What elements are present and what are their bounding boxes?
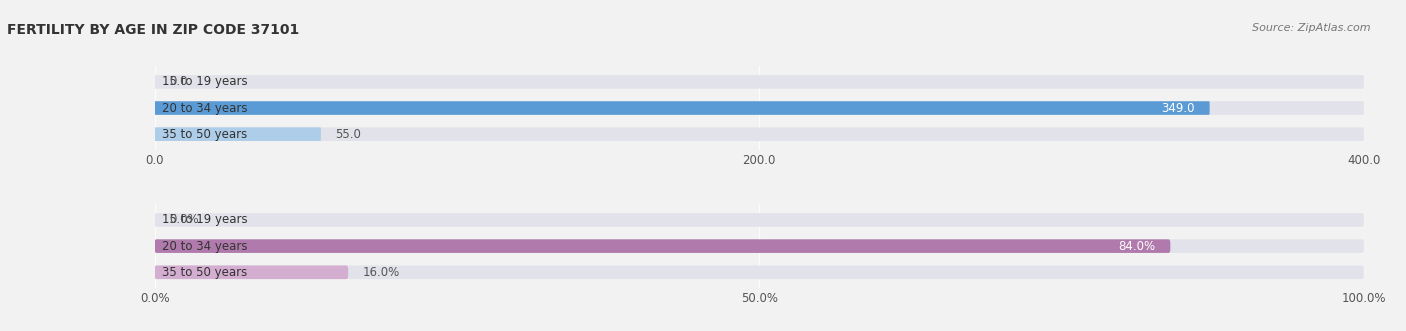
FancyBboxPatch shape	[155, 265, 1364, 279]
FancyBboxPatch shape	[155, 265, 349, 279]
Text: 16.0%: 16.0%	[363, 266, 399, 279]
Text: Source: ZipAtlas.com: Source: ZipAtlas.com	[1253, 23, 1371, 33]
FancyBboxPatch shape	[155, 75, 1364, 89]
Text: 349.0: 349.0	[1161, 102, 1195, 115]
FancyBboxPatch shape	[155, 239, 1364, 253]
Text: 0.0%: 0.0%	[169, 213, 198, 226]
Text: 0.0: 0.0	[169, 75, 187, 88]
Text: 15 to 19 years: 15 to 19 years	[162, 213, 247, 226]
FancyBboxPatch shape	[155, 127, 321, 141]
FancyBboxPatch shape	[155, 101, 1364, 115]
Text: 84.0%: 84.0%	[1119, 240, 1156, 253]
Text: 20 to 34 years: 20 to 34 years	[162, 102, 247, 115]
FancyBboxPatch shape	[155, 239, 1170, 253]
Text: 55.0: 55.0	[336, 128, 361, 141]
Text: 35 to 50 years: 35 to 50 years	[162, 266, 247, 279]
Text: FERTILITY BY AGE IN ZIP CODE 37101: FERTILITY BY AGE IN ZIP CODE 37101	[7, 23, 299, 37]
Text: 15 to 19 years: 15 to 19 years	[162, 75, 247, 88]
FancyBboxPatch shape	[155, 213, 1364, 227]
FancyBboxPatch shape	[155, 127, 1364, 141]
FancyBboxPatch shape	[155, 101, 1209, 115]
Text: 20 to 34 years: 20 to 34 years	[162, 240, 247, 253]
Text: 35 to 50 years: 35 to 50 years	[162, 128, 247, 141]
